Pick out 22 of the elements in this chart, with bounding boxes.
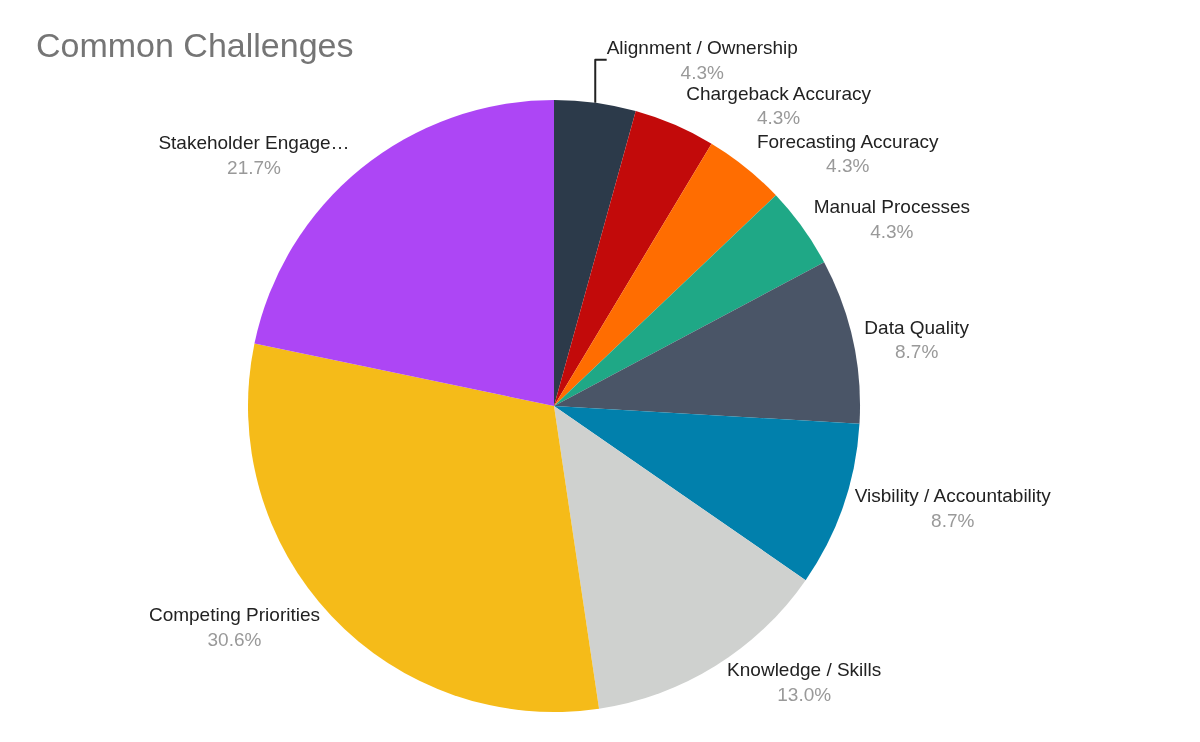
slice-label: Manual Processes (813, 196, 971, 218)
slice-label: Competing Priorities (148, 603, 320, 625)
data-label: 8.7% (931, 509, 975, 531)
data-label: 8.7% (894, 341, 939, 363)
data-label: 4.3% (870, 221, 914, 243)
data-label: 13.0% (777, 684, 832, 706)
data-label: 4.3% (826, 155, 870, 177)
data-label: 30.6% (207, 628, 262, 650)
slice-label: Alignment / Ownership (606, 36, 798, 58)
pie-slice (554, 111, 712, 406)
pie-slice (554, 100, 636, 406)
slice-label: Forecasting Accuracy (756, 130, 940, 152)
slice-label: Knowledge / Skills (727, 659, 882, 681)
data-label: 4.3% (680, 61, 725, 83)
data-label: 4.3% (756, 107, 801, 129)
slice-label: Stakeholder Engage… (158, 131, 350, 153)
data-label: 21.7% (227, 156, 282, 178)
chart-title: Common Challenges (36, 26, 354, 65)
pie-slice (554, 262, 860, 424)
slice-label: Data Quality (864, 316, 970, 338)
slice-label: Chargeback Accuracy (686, 82, 872, 104)
slice-label: Visbility / Accountability (854, 485, 1052, 507)
